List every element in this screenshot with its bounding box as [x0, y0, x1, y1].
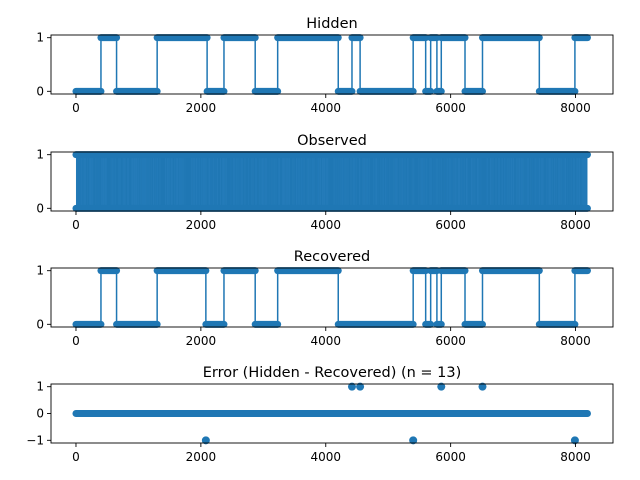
marker-run: [153, 34, 211, 42]
x-tick-label: 0: [72, 218, 80, 232]
marker-run: [409, 34, 430, 42]
marker-run: [220, 34, 259, 42]
y-tick-label: −1: [26, 433, 44, 447]
y-tick-label: 0: [36, 201, 44, 215]
axes-frame: [50, 34, 614, 95]
series-layer: [72, 267, 591, 328]
marker-run: [113, 87, 161, 95]
x-tick-label: 8000: [560, 101, 591, 115]
x-tick-label: 2000: [186, 450, 217, 464]
series-layer: [72, 34, 591, 95]
marker-run: [72, 151, 591, 159]
subplot-3: Recovered 0 2000 4000 6000 8000 0 1: [36, 249, 614, 348]
marker-run: [220, 267, 259, 275]
subplot-title: Observed: [297, 133, 367, 149]
series-layer: [72, 382, 591, 445]
x-tick-label: 4000: [310, 334, 341, 348]
data-point: [437, 382, 446, 391]
series-line: [75, 269, 588, 326]
marker-run: [251, 87, 282, 95]
marker-run: [97, 34, 121, 42]
x-tick-label: 2000: [186, 334, 217, 348]
data-point: [347, 382, 356, 391]
data-point: [201, 436, 210, 445]
subplot-1: Hidden 0 2000 4000 6000 8000 0 1: [36, 16, 614, 115]
y-tick-label: 1: [36, 264, 44, 278]
x-tick-label: 0: [72, 450, 80, 464]
subplot-4: Error (Hidden - Recovered) (n = 13) 0 2000…: [26, 365, 614, 464]
marker-run: [274, 267, 342, 275]
marker-run: [203, 87, 228, 95]
x-tick-label: 4000: [310, 218, 341, 232]
marker-run: [251, 320, 282, 328]
axes-frame: [50, 151, 614, 212]
marker-run: [422, 87, 435, 95]
x-tick-label: 6000: [435, 334, 466, 348]
x-tick-label: 6000: [435, 218, 466, 232]
marker-run: [334, 320, 417, 328]
marker-run: [478, 267, 543, 275]
x-tick-label: 0: [72, 334, 80, 348]
subplot-title: Hidden: [306, 16, 357, 32]
marker-run: [461, 320, 486, 328]
x-tick-label: 6000: [435, 450, 466, 464]
marker-run: [427, 267, 441, 275]
y-tick-label: 1: [36, 380, 44, 394]
data-point: [409, 436, 418, 445]
series-line: [75, 36, 588, 93]
x-tick-label: 8000: [560, 218, 591, 232]
marker-run: [427, 34, 441, 42]
marker-run: [72, 87, 105, 95]
marker-run: [113, 320, 161, 328]
subplot-2: Observed 0 2000 4000 6000 8000 0 1: [36, 133, 614, 232]
series-layer: [72, 151, 591, 212]
marker-run: [356, 87, 417, 95]
marker-run: [535, 87, 579, 95]
marker-run: [274, 34, 342, 42]
y-tick-label: 1: [36, 148, 44, 162]
data-point: [478, 382, 487, 391]
y-tick-label: 0: [36, 84, 44, 98]
marker-run: [437, 34, 469, 42]
marker-run: [202, 320, 228, 328]
marker-run: [437, 267, 469, 275]
marker-run: [433, 87, 445, 95]
x-tick-label: 4000: [310, 101, 341, 115]
x-tick-label: 2000: [186, 101, 217, 115]
x-tick-label: 6000: [435, 101, 466, 115]
y-tick-label: 0: [36, 407, 44, 421]
subplot-title: Recovered: [294, 249, 370, 265]
marker-run: [478, 34, 543, 42]
x-tick-label: 4000: [310, 450, 341, 464]
marker-run: [153, 267, 210, 275]
marker-run: [433, 320, 445, 328]
y-tick-label: 0: [36, 317, 44, 331]
marker-run: [72, 410, 591, 417]
marker-run: [461, 87, 486, 95]
x-tick-label: 8000: [560, 450, 591, 464]
marker-run: [409, 267, 430, 275]
marker-run: [97, 267, 121, 275]
marker-run: [334, 87, 356, 95]
marker-run: [571, 267, 591, 275]
x-tick-label: 8000: [560, 334, 591, 348]
axes-frame: [50, 267, 614, 328]
y-tick-label: 1: [36, 31, 44, 45]
marker-run: [422, 320, 435, 328]
series-line: [76, 154, 588, 209]
data-point: [356, 382, 365, 391]
x-tick-label: 2000: [186, 218, 217, 232]
data-point: [570, 436, 579, 445]
marker-run: [72, 320, 105, 328]
x-tick-label: 0: [72, 101, 80, 115]
marker-run: [348, 34, 364, 42]
marker-run: [535, 320, 579, 328]
marker-run: [571, 34, 591, 42]
marker-run: [72, 204, 591, 212]
subplot-title: Error (Hidden - Recovered) (n = 13): [203, 365, 462, 381]
